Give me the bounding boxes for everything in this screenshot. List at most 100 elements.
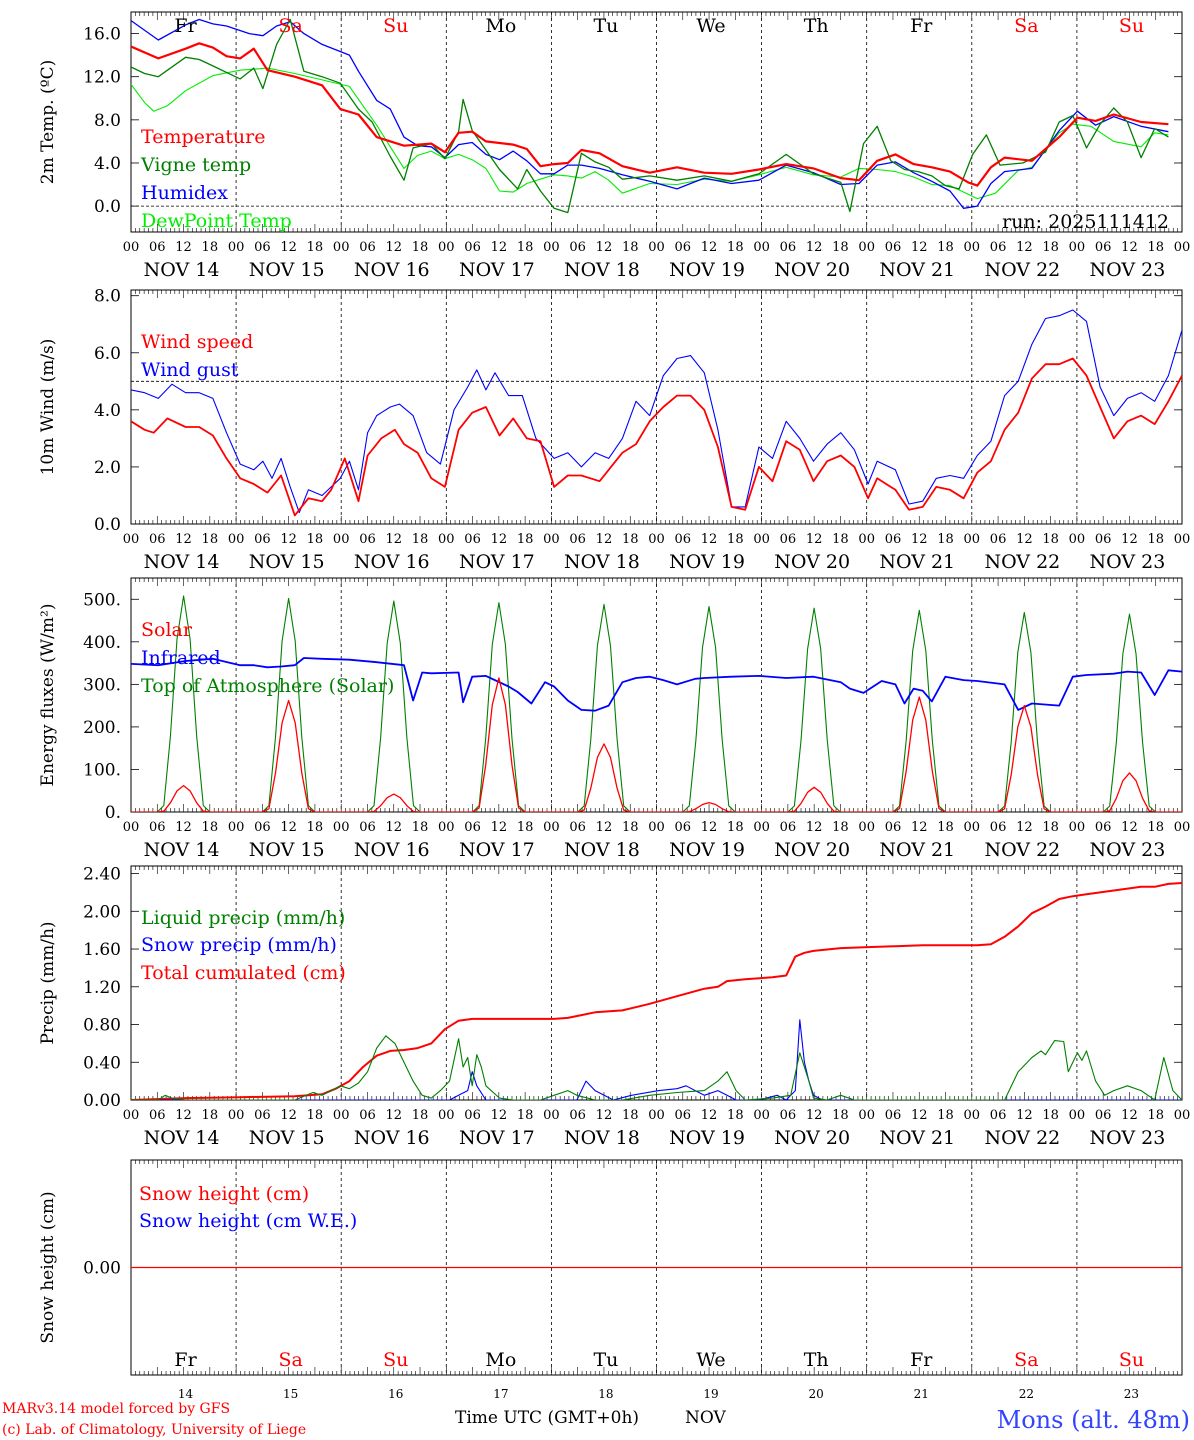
hour-tick-label: 12 (1016, 240, 1033, 255)
hour-tick-label: 00 (1174, 820, 1191, 835)
hour-tick-label: 06 (990, 1108, 1007, 1123)
weekday-label: Fr (910, 15, 933, 37)
hour-tick-label: 00 (123, 532, 140, 547)
hour-tick-label: 18 (622, 1108, 639, 1123)
date-label: NOV 21 (879, 259, 955, 281)
hour-tick-label: 18 (1147, 1108, 1164, 1123)
hour-tick-label: 18 (937, 532, 954, 547)
footer: MARv3.14 model forced by GFS (c) Lab. of… (2, 1387, 1190, 1438)
hour-tick-label: 00 (543, 240, 560, 255)
hour-tick-label: 06 (990, 240, 1007, 255)
hour-tick-label: 06 (1095, 820, 1112, 835)
weekday-label: Sa (278, 15, 302, 37)
hour-tick-label: 18 (1042, 1108, 1059, 1123)
y-tick-label: 6.0 (94, 344, 121, 364)
date-label: NOV 16 (354, 551, 430, 573)
hour-tick-label: 00 (438, 1108, 455, 1123)
hour-tick-label: 18 (1147, 240, 1164, 255)
hour-tick-label: 18 (832, 820, 849, 835)
date-label: NOV 23 (1090, 551, 1166, 573)
weekday-label: Sa (1014, 15, 1038, 37)
y-axis-label: Energy fluxes (W/m²) (38, 604, 58, 787)
weekday-label: Tu (593, 1349, 618, 1371)
hour-tick-label: 12 (1016, 532, 1033, 547)
hour-tick-label: 18 (517, 1108, 534, 1123)
hour-tick-label: 00 (333, 532, 350, 547)
hour-tick-label: 06 (149, 240, 166, 255)
hour-tick-label: 18 (412, 1108, 429, 1123)
legend-entry: Vigne temp (140, 154, 251, 176)
series-total-cumulated-cm- (131, 882, 1182, 1100)
hour-tick-label: 06 (675, 820, 692, 835)
panel-wind: 8.0 6.0 4.0 2.0 0.0 10m Wind (m/s) Wind speed W… (38, 287, 1190, 573)
hour-tick-label: 06 (675, 532, 692, 547)
hour-tick-label: 00 (753, 240, 770, 255)
weekday-label: Su (383, 1349, 408, 1371)
hour-tick-label: 00 (648, 1108, 665, 1123)
hour-tick-label: 18 (202, 1108, 219, 1123)
day-number: 15 (283, 1387, 298, 1401)
date-label: NOV 23 (1090, 259, 1166, 281)
hour-tick-label: 06 (1095, 532, 1112, 547)
hour-tick-label: 12 (596, 1108, 613, 1123)
model-credit: MARv3.14 model forced by GFS (2, 1401, 230, 1417)
date-label: NOV 22 (984, 1127, 1060, 1149)
hour-tick-label: 06 (254, 240, 271, 255)
hour-tick-label: 18 (622, 240, 639, 255)
hour-tick-label: 00 (333, 1108, 350, 1123)
hour-tick-label: 06 (149, 1108, 166, 1123)
hour-tick-label: 12 (1121, 240, 1138, 255)
hour-tick-label: 06 (569, 1108, 586, 1123)
date-label: NOV 20 (774, 1127, 850, 1149)
run-label: run: 2025111412 (1002, 211, 1169, 233)
day-number: 18 (598, 1387, 613, 1401)
hour-tick-label: 18 (412, 820, 429, 835)
series-infrared (131, 657, 1182, 712)
hour-tick-label: 00 (648, 820, 665, 835)
weekday-label: Mo (485, 1349, 516, 1371)
y-tick-label: 0.0 (94, 197, 121, 217)
y-tick-label: 8.0 (94, 287, 121, 307)
y-tick-label: 200. (83, 718, 121, 738)
hour-tick-label: 12 (280, 532, 297, 547)
y-tick-label: 16.0 (83, 25, 121, 45)
hour-tick-label: 00 (123, 240, 140, 255)
hour-tick-label: 18 (307, 820, 324, 835)
hour-tick-label: 06 (464, 820, 481, 835)
hour-tick-label: 12 (911, 820, 928, 835)
hour-tick-label: 18 (307, 1108, 324, 1123)
y-tick-label: 400. (83, 633, 121, 653)
date-label: NOV 17 (459, 1127, 535, 1149)
y-tick-label: 1.20 (83, 978, 121, 998)
hour-tick-label: 18 (832, 240, 849, 255)
hour-tick-label: 18 (517, 240, 534, 255)
hour-tick-label: 12 (701, 532, 718, 547)
date-label: NOV 15 (249, 259, 325, 281)
hour-tick-label: 12 (596, 240, 613, 255)
date-label: NOV 16 (354, 1127, 430, 1149)
y-tick-label: 100. (83, 760, 121, 780)
hour-tick-label: 06 (675, 1108, 692, 1123)
hour-tick-label: 12 (596, 820, 613, 835)
hour-tick-label: 18 (832, 1108, 849, 1123)
date-label: NOV 19 (669, 839, 745, 861)
month-label: NOV (685, 1408, 727, 1428)
hour-tick-label: 00 (648, 240, 665, 255)
hour-tick-label: 06 (149, 532, 166, 547)
hour-tick-label: 00 (1069, 1108, 1086, 1123)
hour-tick-label: 12 (1121, 532, 1138, 547)
date-label: NOV 17 (459, 551, 535, 573)
date-label: NOV 19 (669, 1127, 745, 1149)
date-label: NOV 20 (774, 839, 850, 861)
y-tick-label: 2.00 (83, 902, 121, 922)
date-label: NOV 14 (144, 259, 220, 281)
hour-tick-label: 18 (727, 532, 744, 547)
time-axis-label: Time UTC (GMT+0h) (455, 1408, 639, 1428)
hour-tick-label: 00 (123, 1108, 140, 1123)
hour-tick-label: 06 (1095, 1108, 1112, 1123)
y-tick-label: 0.00 (83, 1091, 121, 1111)
hour-tick-label: 12 (701, 1108, 718, 1123)
hour-tick-label: 06 (359, 820, 376, 835)
weekday-label: Su (1119, 15, 1144, 37)
day-number: 20 (809, 1387, 824, 1401)
